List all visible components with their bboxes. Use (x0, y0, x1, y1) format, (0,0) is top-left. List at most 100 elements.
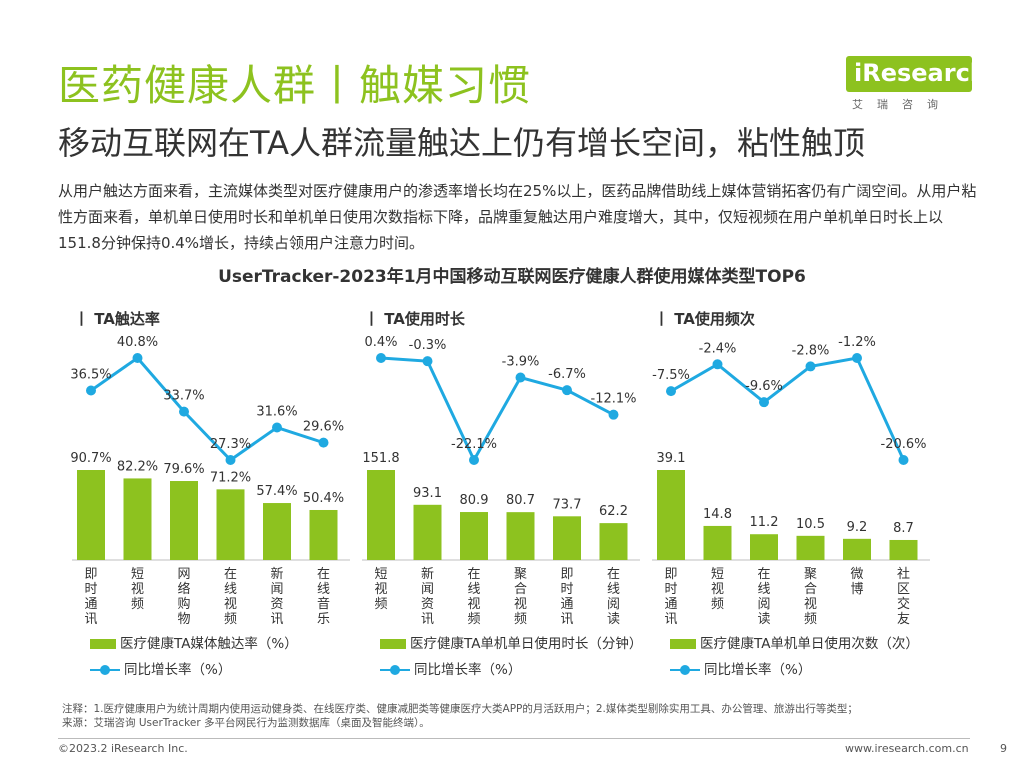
growth-point (608, 409, 619, 420)
category-char: 网 (177, 567, 190, 582)
category-char: 频 (374, 597, 387, 612)
legend-bar-reach: 医疗健康TA媒体触达率（%） (90, 632, 298, 652)
category-label: 微博 (850, 567, 863, 597)
category-char: 讯 (560, 612, 573, 627)
footer-website[interactable]: www.iresearch.com.cn (845, 742, 969, 755)
category-char: 在 (317, 567, 330, 582)
bar (263, 503, 291, 560)
category-char: 闻 (421, 582, 434, 597)
growth-label: 0.4% (364, 335, 397, 350)
panel-reach-rate: 90.7% 即时通讯 82.2% 短视频 79.6% 网络购物 71.2% 在线视频 57.4%… (62, 300, 352, 690)
category-char: 频 (467, 612, 480, 627)
category-label: 短视频 (374, 567, 387, 612)
category-char: 在 (224, 567, 237, 582)
category-char: 博 (850, 582, 863, 597)
category-char: 资 (421, 597, 434, 612)
category-char: 微 (850, 567, 863, 582)
category-char: 阅 (607, 597, 620, 612)
growth-label: -20.6% (881, 437, 927, 452)
usage-time-chart: 151.8短视频93.1新闻资讯80.9在线视频80.7聚合视频73.7即时通讯… (362, 335, 640, 627)
bar-value-label: 90.7% (70, 451, 111, 466)
growth-label: 36.5% (70, 367, 111, 382)
legend-line-label: 同比增长率（%） (124, 662, 232, 678)
growth-label: -6.7% (548, 367, 586, 382)
category-char: 新 (270, 566, 283, 582)
growth-point (422, 356, 433, 367)
bar-value-label: 151.8 (362, 451, 399, 466)
bar (703, 525, 732, 560)
bar (889, 539, 918, 560)
growth-point (712, 359, 723, 370)
category-char: 时 (664, 582, 677, 597)
bar-value-label: 80.9 (460, 493, 489, 508)
category-char: 视 (224, 597, 237, 612)
category-char: 在 (757, 567, 770, 582)
panel-title-frequency: 丨 TA使用频次 (654, 310, 755, 328)
bar-value-label: 57.4% (256, 484, 297, 499)
bar-value-label: 79.6% (163, 462, 204, 477)
growth-point (759, 397, 769, 408)
legend-bar-label: 医疗健康TA单机单日使用时长（分钟） (410, 636, 643, 652)
category-char: 视 (131, 582, 144, 597)
category-char: 频 (131, 597, 144, 612)
category-char: 短 (374, 567, 387, 582)
bar-value-label: 93.1 (413, 486, 442, 501)
growth-line (90, 355, 324, 462)
category-char: 讯 (270, 612, 283, 627)
category-char: 合 (514, 582, 527, 597)
growth-label: -2.8% (792, 343, 830, 358)
legend-bar-swatch (90, 639, 116, 649)
category-char: 讯 (84, 612, 97, 627)
legend-bar-label: 医疗健康TA单机单日使用次数（次） (700, 636, 919, 652)
category-char: 即 (84, 567, 97, 582)
bar (309, 509, 338, 560)
legend-line-frequency: 同比增长率（%） (670, 658, 811, 678)
growth-point (469, 455, 479, 465)
growth-label: 31.6% (256, 405, 297, 420)
legend-line-label: 同比增长率（%） (704, 662, 812, 678)
category-char: 物 (177, 612, 190, 627)
page-subtitle: 移动互联网在TA人群流量触达上仍有增长空间，粘性触顶 (58, 124, 865, 162)
bar-value-label: 73.7 (553, 497, 582, 512)
bar-value-label: 9.2 (847, 520, 868, 535)
panel-title-time: 丨 TA使用时长 (364, 310, 465, 328)
growth-point (86, 385, 96, 396)
bar-value-label: 8.7 (893, 521, 914, 536)
category-char: 闻 (270, 582, 283, 597)
category-char: 线 (607, 582, 620, 597)
description-paragraph: 从用户触达方面来看，主流媒体类型对医疗健康用户的渗透率增长均在25%以上，医药品… (58, 182, 977, 252)
bar-value-label: 62.2 (599, 504, 628, 519)
category-char: 通 (84, 597, 97, 612)
bar-value-label: 82.2% (117, 459, 158, 474)
category-char: 线 (317, 582, 330, 597)
category-char: 友 (897, 611, 910, 627)
category-char: 在 (467, 567, 480, 582)
growth-point (132, 353, 143, 363)
bar (750, 534, 778, 560)
footer-divider (58, 738, 970, 739)
growth-label: -1.2% (838, 335, 876, 350)
category-char: 通 (664, 597, 677, 612)
growth-label: -0.3% (409, 338, 447, 353)
category-char: 频 (711, 597, 724, 612)
category-char: 即 (664, 567, 677, 582)
category-char: 线 (467, 582, 480, 597)
logo-text: iResearch (854, 59, 987, 87)
growth-point (272, 422, 282, 433)
category-char: 合 (804, 582, 817, 597)
bar (367, 470, 395, 560)
usage-frequency-chart: 39.1即时通讯14.8短视频11.2在线阅读10.5聚合视频9.2微博8.7社… (652, 335, 930, 627)
bar-value-label: 71.2% (210, 470, 251, 485)
panel-usage-frequency: 39.1 即时通讯 14.8 短视频 11.2 在线阅读 10.5 聚合视频 9.2 微博 8.7 社… (642, 300, 932, 690)
panel-usage-time: 151.8 短视频 93.1 新闻资讯 80.9 在线视频 80.7 聚合视频 73.7 即时通讯… (352, 300, 642, 690)
category-char: 短 (711, 567, 724, 582)
legend-line-swatch (90, 665, 120, 675)
growth-point (805, 361, 816, 372)
